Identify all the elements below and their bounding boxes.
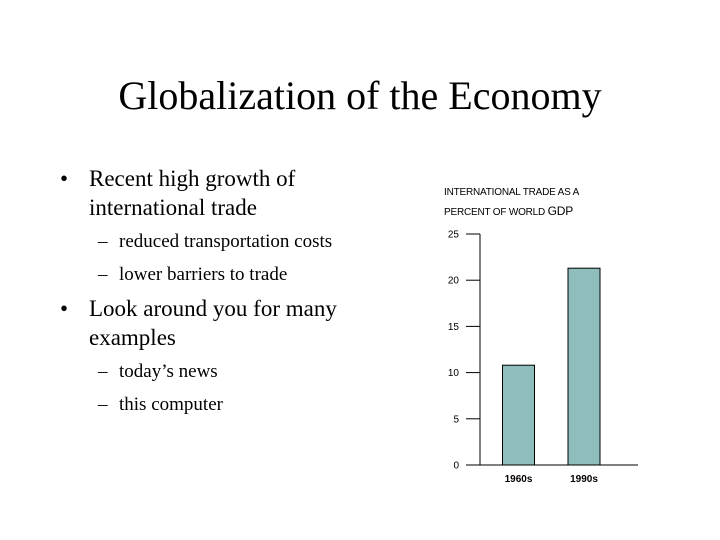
- y-tick-label: 5: [453, 414, 459, 425]
- y-tick-label: 20: [448, 276, 460, 287]
- sub-bullet-item: – lower barriers to trade: [60, 261, 360, 289]
- sub-bullet-mark: –: [98, 231, 108, 252]
- x-category-label: 1990s: [570, 474, 598, 485]
- sub-bullet-text: lower barriers to trade: [119, 264, 288, 285]
- bullet-item: • Recent high growth of international tr…: [60, 164, 360, 222]
- bullet-mark: •: [60, 166, 69, 191]
- bar-1990s: [567, 267, 601, 466]
- sub-bullet-text: reduced transportation costs: [119, 231, 333, 252]
- chart-title-line-2: PERCENT OF WORLD GDP: [444, 202, 644, 222]
- y-tick-label: 0: [453, 461, 459, 472]
- slide-title: Globalization of the Economy: [118, 73, 602, 118]
- x-category-label: 1960s: [505, 474, 533, 485]
- bullet-text: Recent high growth of international trad…: [89, 166, 296, 220]
- y-tick-label: 10: [448, 368, 460, 379]
- y-tick-label: 15: [448, 322, 460, 333]
- y-tick-label: 25: [448, 230, 460, 241]
- sub-bullet-item: – this computer: [60, 391, 360, 419]
- sub-bullet-item: – reduced transportation costs: [60, 228, 360, 256]
- sub-bullet-item: – today’s news: [60, 358, 360, 386]
- bullet-text: Look around you for many examples: [89, 296, 337, 350]
- chart-title-line-2-suffix: GDP: [547, 204, 574, 218]
- sub-bullet-text: today’s news: [119, 361, 218, 382]
- sub-bullet-mark: –: [98, 361, 108, 382]
- sub-bullet-mark: –: [98, 394, 108, 415]
- bar-1960s: [502, 364, 535, 466]
- bullet-mark: •: [60, 296, 69, 321]
- chart-title-line-2-prefix: PERCENT OF WORLD: [444, 207, 546, 218]
- sub-bullet-mark: –: [98, 264, 108, 285]
- bullet-item: • Look around you for many examples: [60, 294, 360, 352]
- chart-title-line-1: INTERNATIONAL TRADE AS A: [444, 187, 580, 198]
- chart-title: INTERNATIONAL TRADE AS A PERCENT OF WORL…: [444, 184, 644, 222]
- bullet-list: • Recent high growth of international tr…: [60, 164, 360, 424]
- sub-bullet-text: this computer: [119, 394, 223, 415]
